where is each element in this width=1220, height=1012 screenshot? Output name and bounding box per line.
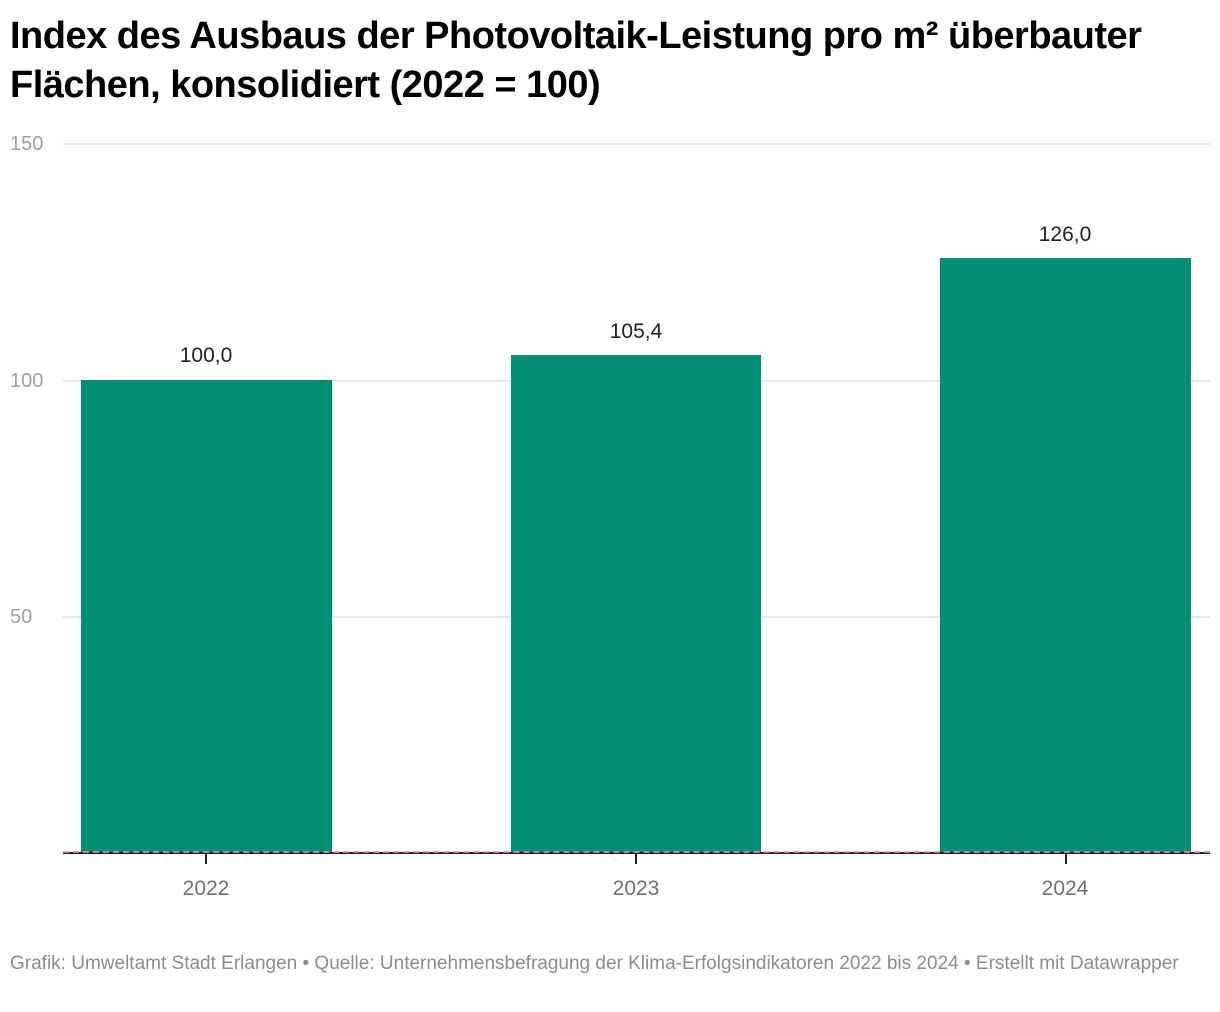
bar-value-label: 126,0 bbox=[1038, 223, 1092, 246]
y-tick-label: 100 bbox=[10, 370, 44, 392]
chart-footer-source: Grafik: Umweltamt Stadt Erlangen • Quell… bbox=[10, 953, 1179, 974]
bar-value-label: 105,4 bbox=[609, 320, 663, 343]
bar-2024 bbox=[940, 258, 1191, 853]
bar-2022 bbox=[81, 380, 332, 853]
gridline-150 bbox=[63, 143, 1210, 145]
bar-2023 bbox=[511, 355, 761, 853]
chart-title: Index des Ausbaus der Photovoltaik-Leist… bbox=[10, 15, 1142, 106]
reference-line-dashed bbox=[63, 851, 1210, 853]
x-axis-baseline bbox=[63, 852, 1210, 854]
x-tick-label: 2022 bbox=[182, 877, 230, 900]
y-tick-label: 150 bbox=[10, 133, 44, 155]
x-tick-label: 2023 bbox=[612, 877, 660, 900]
x-tick-mark bbox=[1065, 854, 1067, 864]
x-tick-label: 2024 bbox=[1041, 877, 1089, 900]
x-tick-mark bbox=[635, 854, 637, 864]
bar-value-label: 100,0 bbox=[179, 344, 233, 367]
x-tick-mark bbox=[205, 854, 207, 864]
y-tick-label: 50 bbox=[10, 606, 33, 628]
